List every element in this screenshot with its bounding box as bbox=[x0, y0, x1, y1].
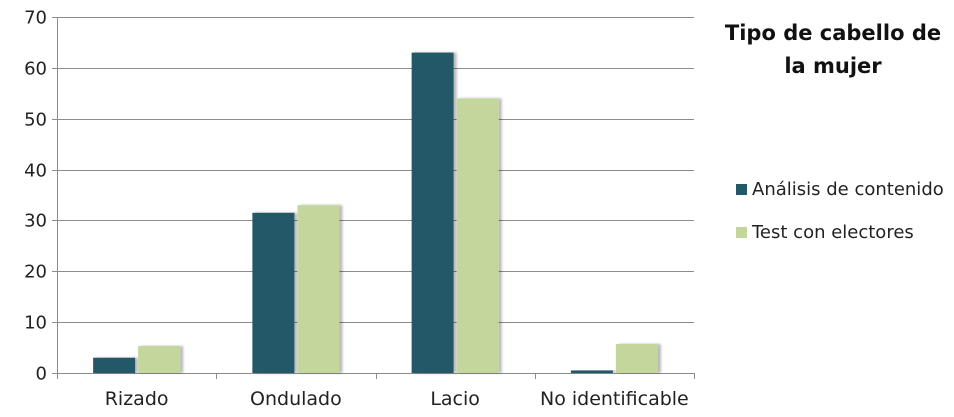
bar-test-con-electores-no-identificable bbox=[615, 344, 658, 373]
bar-test-con-electores-lacio bbox=[456, 98, 499, 373]
legend-label-series-2: Test con electores bbox=[751, 222, 914, 243]
legend-swatch-series-1 bbox=[736, 184, 747, 195]
bar-an-lisis-de-contenido-lacio bbox=[411, 52, 454, 373]
x-tick-label: Rizado bbox=[105, 388, 169, 410]
bar-test-con-electores-ondulado bbox=[297, 205, 340, 373]
chart-title-line-2: la mujer bbox=[784, 54, 882, 78]
bar-an-lisis-de-contenido-rizado bbox=[93, 357, 136, 373]
y-tick-label: 40 bbox=[24, 161, 47, 182]
chart-title: Tipo de cabello de la mujer bbox=[725, 21, 941, 78]
y-tick-label: 70 bbox=[24, 8, 47, 29]
y-tick-label: 20 bbox=[24, 262, 47, 283]
chart-title-line-1: Tipo de cabello de bbox=[725, 21, 941, 45]
bars bbox=[93, 52, 658, 373]
x-tick-label: Ondulado bbox=[250, 388, 342, 410]
axes bbox=[52, 17, 695, 379]
y-tick-label: 30 bbox=[24, 211, 47, 232]
legend-swatch-series-2 bbox=[736, 227, 747, 238]
y-tick-label: 0 bbox=[36, 364, 47, 385]
gridlines bbox=[57, 17, 694, 323]
legend: Análisis de contenido Test con electores bbox=[736, 179, 944, 243]
x-tick-label: Lacio bbox=[430, 388, 480, 410]
x-tick-label: No identificable bbox=[540, 388, 689, 410]
bar-test-con-electores-rizado bbox=[138, 346, 181, 373]
y-tick-label: 10 bbox=[24, 313, 47, 334]
axis-labels: 0 10 20 30 40 50 60 70 Rizado Ondulado Lacio No ide… bbox=[24, 8, 689, 411]
y-tick-label: 60 bbox=[24, 59, 47, 80]
y-tick-label: 50 bbox=[24, 110, 47, 131]
bar-an-lisis-de-contenido-ondulado bbox=[252, 212, 295, 373]
bar-an-lisis-de-contenido-no-identificable bbox=[570, 370, 613, 373]
legend-label-series-1: Análisis de contenido bbox=[752, 179, 944, 200]
